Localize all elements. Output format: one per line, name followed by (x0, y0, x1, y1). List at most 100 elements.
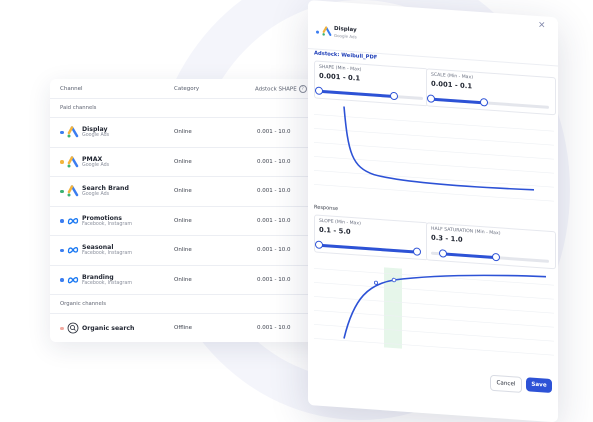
meta-icon (67, 244, 79, 256)
response-line (343, 274, 547, 339)
category-cell: Online (174, 188, 192, 194)
status-dot (60, 130, 64, 134)
slope-slider-fill (319, 243, 417, 254)
channel-cell: PMAX Google Ads (82, 156, 109, 169)
status-dot (60, 248, 64, 252)
save-button[interactable]: Save (526, 377, 552, 394)
slope-slider-min-handle[interactable] (315, 240, 323, 250)
channel-sub: Google Ads (82, 192, 110, 197)
scale-slider[interactable] (427, 94, 549, 109)
channel-cell: Seasonal Facebook, Instagram (82, 244, 132, 257)
category-cell: Online (174, 276, 192, 283)
channel-cell: Search Brand Google Ads (82, 185, 129, 198)
meta-icon (67, 215, 79, 227)
channel-cell: Display Google Ads (82, 126, 109, 139)
google-ads-icon (67, 126, 79, 138)
table-row[interactable]: Promotions Facebook, Instagram Online 0.001… (50, 207, 330, 236)
scale-slider-fill (431, 97, 485, 105)
scale-range-card: SCALE (Min - Max) 0.001 - 0.1 (426, 68, 556, 116)
category-cell: Online (174, 247, 192, 253)
section-paid-channels: Paid channels (50, 99, 330, 118)
table-row[interactable]: Seasonal Facebook, Instagram Online 0.001 -… (50, 236, 330, 266)
channel-sub: Google Ads (82, 162, 110, 168)
scale-slider-min-handle[interactable] (427, 94, 435, 103)
cancel-button[interactable]: Cancel (490, 374, 522, 393)
column-header-category: Category (174, 85, 200, 92)
scale-value: 0.001 - 0.1 (431, 79, 473, 91)
slope-slider[interactable] (315, 240, 421, 256)
scale-slider-max-handle[interactable] (480, 98, 489, 107)
category-cell: Online (174, 158, 192, 165)
adstock-shape-cell: 0.001 - 10.0 (257, 129, 291, 135)
panel-channel-header: Display Google Ads (308, 16, 558, 67)
channel-name: Search Brand (82, 185, 129, 192)
shape-slider-fill (319, 89, 394, 99)
category-cell: Online (174, 129, 192, 135)
status-dot (316, 30, 319, 34)
column-header-channel: Channel (60, 85, 83, 92)
adstock-shape-cell: 0.001 - 10.0 (257, 188, 291, 194)
slope-range-card: SLOPE (Min - Max) 0.1 - 5.0 (314, 214, 428, 261)
adstock-shape-cell: 0.001 - 10.0 (257, 247, 291, 253)
close-icon[interactable]: × (538, 20, 546, 31)
half-saturation-slider[interactable] (431, 249, 549, 263)
adstock-curve-plot (314, 106, 554, 202)
category-cell: Offline (174, 325, 193, 331)
plot-gridlines (314, 114, 554, 202)
adstock-shape-cell: 0.001 - 10.0 (257, 276, 291, 283)
table-row[interactable]: PMAX Google Ads Online 0.001 - 10.0 (50, 148, 330, 177)
channel-name: Promotions (82, 214, 122, 222)
table-row[interactable]: Display Google Ads Online 0.001 - 10.0 (50, 118, 330, 148)
shape-range-card: SHAPE (Min - Max) 0.001 - 0.1 (314, 60, 428, 107)
half-saturation-range-card: HALF SATURATION (Min - Max) 0.3 - 1.0 (426, 222, 556, 270)
shape-value: 0.001 - 0.1 (319, 71, 361, 83)
plot-gridlines (314, 268, 554, 356)
channel-sub: Facebook, Instagram (82, 221, 132, 227)
status-dot (60, 160, 64, 164)
response-curve-plot (314, 267, 554, 356)
channel-sub: Google Ads (82, 133, 110, 138)
channel-name: Branding (82, 273, 114, 281)
channel-name: Display (82, 126, 108, 133)
table-header: Channel Category Adstock SHAPE? (50, 79, 330, 99)
column-header-adstock: Adstock SHAPE? (255, 84, 307, 93)
info-icon[interactable]: ? (298, 84, 307, 93)
channels-table: Channel Category Adstock SHAPE? Paid cha… (50, 79, 330, 342)
channel-settings-panel: × Display Google Ads Adstock: Weibull_PD… (308, 0, 558, 422)
channel-name: PMAX (82, 155, 103, 163)
response-point-low (374, 280, 379, 285)
half-saturation-slider-max-handle[interactable] (491, 252, 500, 262)
table-row[interactable]: Organic search Offline 0.001 - 10.0 (50, 314, 330, 342)
table-row[interactable]: Search Brand Google Ads Online 0.001 - 10.0 (50, 177, 330, 207)
adstock-decay-line (343, 106, 535, 191)
google-ads-icon (67, 155, 79, 168)
status-dot (60, 278, 64, 282)
half-saturation-value: 0.3 - 1.0 (431, 233, 463, 244)
channel-name: Seasonal (82, 244, 114, 251)
status-dot (60, 219, 64, 223)
shape-slider-min-handle[interactable] (315, 86, 323, 96)
slope-value: 0.1 - 5.0 (319, 225, 351, 236)
adstock-shape-cell: 0.001 - 10.0 (257, 325, 291, 331)
category-cell: Online (174, 217, 192, 224)
response-point-high (391, 277, 397, 283)
column-header-adstock-label: Adstock SHAPE (255, 86, 297, 92)
adstock-shape-cell: 0.001 - 10.0 (257, 158, 291, 165)
half-saturation-slider-min-handle[interactable] (438, 249, 447, 258)
channel-cell: Organic search (82, 325, 134, 332)
slope-slider-max-handle[interactable] (413, 247, 421, 256)
meta-icon (67, 274, 79, 286)
google-ads-icon (322, 26, 332, 36)
channel-sub: Facebook, Instagram (82, 280, 132, 286)
status-dot (60, 189, 64, 193)
channel-name: Organic search (82, 325, 135, 332)
channel-cell: Branding Facebook, Instagram (82, 274, 132, 287)
organic-search-icon (67, 322, 79, 334)
shape-slider[interactable] (315, 86, 423, 101)
table-row[interactable]: Branding Facebook, Instagram Online 0.001 -… (50, 266, 330, 295)
shape-slider-max-handle[interactable] (389, 91, 398, 101)
response-title: Response (314, 204, 339, 213)
panel-channel-sub: Google Ads (334, 32, 357, 40)
section-organic-channels: Organic channels (50, 295, 330, 314)
adstock-shape-cell: 0.001 - 10.0 (257, 217, 291, 224)
